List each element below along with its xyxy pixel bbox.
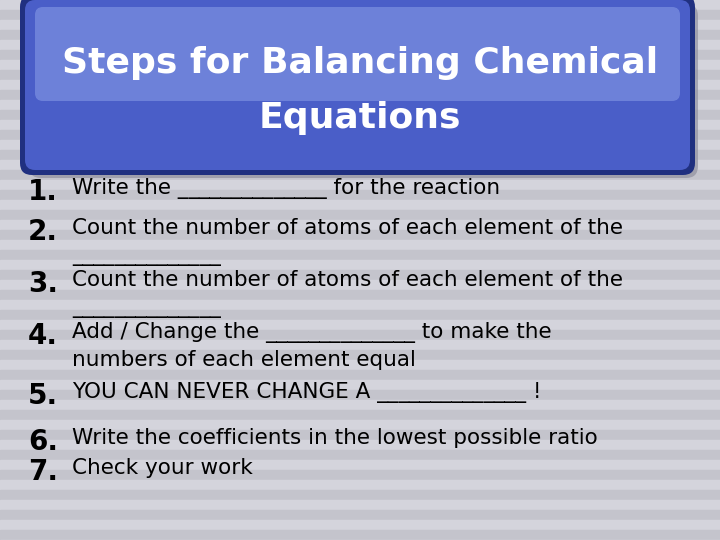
- Bar: [0, 50, 720, 60]
- Text: YOU CAN NEVER CHANGE A ______________ !: YOU CAN NEVER CHANGE A ______________ !: [72, 382, 541, 403]
- Text: 6.: 6.: [28, 428, 58, 456]
- Bar: [0, 100, 720, 110]
- Text: Count the number of atoms of each element of the: Count the number of atoms of each elemen…: [72, 218, 623, 238]
- Bar: [0, 200, 720, 210]
- Bar: [0, 470, 720, 480]
- Bar: [0, 110, 720, 120]
- Bar: [0, 180, 720, 190]
- Bar: [0, 390, 720, 400]
- Text: Steps for Balancing Chemical: Steps for Balancing Chemical: [62, 45, 658, 79]
- Text: 4.: 4.: [28, 322, 58, 350]
- Bar: [0, 260, 720, 270]
- Bar: [0, 300, 720, 310]
- Bar: [0, 160, 720, 170]
- Bar: [0, 340, 720, 350]
- Text: Equations: Equations: [258, 101, 462, 135]
- Bar: [0, 40, 720, 50]
- Bar: [0, 440, 720, 450]
- Text: ______________: ______________: [72, 246, 221, 266]
- Bar: [0, 230, 720, 240]
- Bar: [0, 450, 720, 460]
- Bar: [0, 90, 720, 100]
- Text: Write the coefficients in the lowest possible ratio: Write the coefficients in the lowest pos…: [72, 428, 598, 448]
- Bar: [0, 10, 720, 20]
- Bar: [0, 480, 720, 490]
- FancyBboxPatch shape: [29, 4, 698, 178]
- Bar: [0, 370, 720, 380]
- Text: Count the number of atoms of each element of the: Count the number of atoms of each elemen…: [72, 270, 623, 290]
- Bar: [0, 0, 720, 10]
- Bar: [0, 30, 720, 40]
- Text: 7.: 7.: [28, 458, 58, 486]
- Bar: [0, 220, 720, 230]
- Bar: [0, 530, 720, 540]
- Bar: [0, 80, 720, 90]
- Bar: [0, 120, 720, 130]
- Bar: [0, 510, 720, 520]
- FancyBboxPatch shape: [35, 7, 680, 101]
- Bar: [0, 190, 720, 200]
- Bar: [0, 410, 720, 420]
- Bar: [0, 360, 720, 370]
- Bar: [0, 70, 720, 80]
- Text: Check your work: Check your work: [72, 458, 253, 478]
- Bar: [0, 380, 720, 390]
- Bar: [0, 330, 720, 340]
- Bar: [0, 460, 720, 470]
- Text: ______________: ______________: [72, 298, 221, 318]
- Bar: [0, 150, 720, 160]
- Bar: [0, 290, 720, 300]
- Bar: [0, 350, 720, 360]
- Bar: [0, 210, 720, 220]
- Bar: [0, 170, 720, 180]
- Bar: [0, 20, 720, 30]
- Bar: [0, 320, 720, 330]
- Bar: [0, 520, 720, 530]
- Text: 2.: 2.: [28, 218, 58, 246]
- Bar: [0, 310, 720, 320]
- Text: 5.: 5.: [28, 382, 58, 410]
- Text: 3.: 3.: [28, 270, 58, 298]
- Text: 1.: 1.: [28, 178, 58, 206]
- Bar: [0, 490, 720, 500]
- Text: Write the ______________ for the reaction: Write the ______________ for the reactio…: [72, 178, 500, 199]
- Bar: [0, 400, 720, 410]
- Bar: [0, 140, 720, 150]
- Bar: [0, 130, 720, 140]
- Bar: [0, 240, 720, 250]
- Bar: [0, 280, 720, 290]
- FancyBboxPatch shape: [20, 0, 695, 175]
- Text: numbers of each element equal: numbers of each element equal: [72, 350, 416, 370]
- Text: Add / Change the ______________ to make the: Add / Change the ______________ to make …: [72, 322, 552, 343]
- Bar: [0, 250, 720, 260]
- Bar: [0, 430, 720, 440]
- FancyBboxPatch shape: [25, 0, 690, 170]
- Bar: [0, 60, 720, 70]
- Bar: [0, 420, 720, 430]
- Bar: [0, 500, 720, 510]
- Bar: [0, 270, 720, 280]
